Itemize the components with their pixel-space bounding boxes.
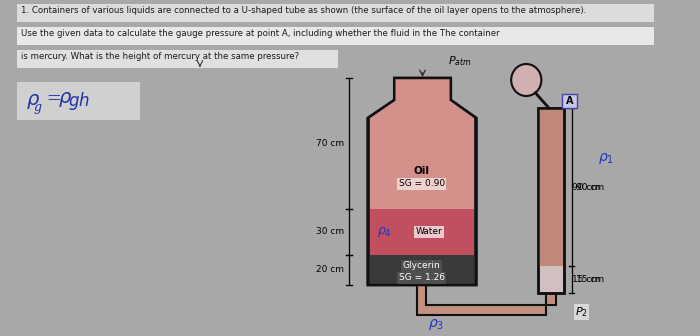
- Text: 1. Containers of various liquids are connected to a U-shaped tube as shown (the : 1. Containers of various liquids are con…: [21, 6, 586, 15]
- FancyBboxPatch shape: [538, 108, 563, 266]
- Text: 30 cm: 30 cm: [316, 227, 344, 237]
- Text: $\rho$: $\rho$: [27, 92, 41, 111]
- FancyBboxPatch shape: [17, 4, 654, 22]
- Polygon shape: [368, 78, 476, 285]
- Text: Water: Water: [416, 227, 442, 237]
- FancyBboxPatch shape: [17, 27, 654, 45]
- Text: A: A: [566, 96, 573, 106]
- FancyBboxPatch shape: [17, 50, 337, 68]
- Text: Use the given data to calculate the gauge pressure at point A, including whether: Use the given data to calculate the gaug…: [21, 29, 499, 38]
- Polygon shape: [395, 79, 450, 100]
- Text: g: g: [34, 101, 42, 114]
- Text: 70 cm: 70 cm: [316, 139, 344, 148]
- Text: $\rho_3$: $\rho_3$: [428, 317, 444, 332]
- Text: 15 cm: 15 cm: [576, 275, 604, 284]
- Text: 90 cm: 90 cm: [572, 182, 600, 192]
- FancyBboxPatch shape: [17, 82, 139, 120]
- Circle shape: [511, 64, 541, 96]
- Polygon shape: [370, 209, 475, 255]
- Text: 15 cm: 15 cm: [572, 275, 600, 284]
- Text: $\rho$: $\rho$: [59, 90, 73, 109]
- Text: $P_{atm}$: $P_{atm}$: [449, 54, 472, 68]
- Text: Glycerin: Glycerin: [402, 261, 440, 270]
- Text: SG = 1.26: SG = 1.26: [398, 274, 444, 283]
- Polygon shape: [417, 285, 556, 315]
- Text: 90 cm: 90 cm: [576, 182, 604, 192]
- Polygon shape: [370, 100, 475, 118]
- FancyBboxPatch shape: [538, 108, 564, 293]
- Text: $gh$: $gh$: [68, 90, 90, 112]
- Text: $P_2$: $P_2$: [575, 305, 588, 319]
- Text: Oil: Oil: [414, 166, 430, 176]
- Text: =: =: [41, 90, 68, 108]
- Text: 20 cm: 20 cm: [316, 265, 344, 275]
- FancyBboxPatch shape: [562, 94, 578, 108]
- Text: $\rho_4$: $\rho_4$: [377, 225, 392, 239]
- Text: SG = 0.90: SG = 0.90: [398, 179, 444, 188]
- Polygon shape: [370, 118, 475, 209]
- Text: is mercury. What is the height of mercury at the same pressure?: is mercury. What is the height of mercur…: [21, 52, 299, 61]
- Text: $\rho_1$: $\rho_1$: [598, 151, 615, 166]
- Polygon shape: [370, 255, 475, 285]
